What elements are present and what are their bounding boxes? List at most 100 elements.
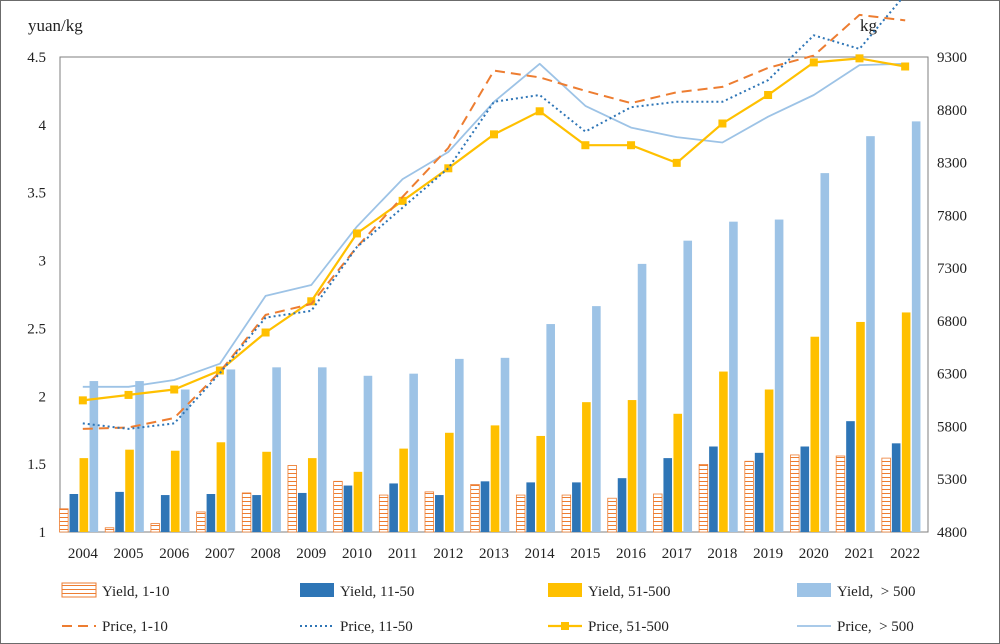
right-tick-label: 6300: [937, 367, 967, 383]
bar-1-2019: [744, 460, 754, 533]
bar-1-2007: [196, 511, 206, 533]
bar-4-2018: [729, 221, 738, 532]
bar-2-2006: [160, 495, 170, 532]
left-tick-label: 4.5: [27, 50, 46, 66]
x-tick-label: 2013: [479, 546, 509, 562]
bar-1-2010: [333, 480, 343, 533]
bar-2-2009: [297, 492, 307, 532]
bar-1-2015: [561, 494, 572, 533]
line-marker-2022: [901, 62, 910, 71]
bar-2-2012: [435, 495, 444, 532]
line-marker-2015: [581, 141, 590, 150]
bar-2-2008: [252, 495, 261, 532]
line-marker-2009: [307, 297, 316, 306]
bar-2-2015: [572, 482, 581, 532]
left-tick-label: 1: [39, 525, 47, 541]
left-tick-label: 4: [39, 118, 47, 134]
bar-series-group: [59, 121, 921, 533]
left-tick-label: 3: [39, 254, 47, 270]
bar-1-2008: [241, 492, 252, 533]
bar-1-2018: [698, 464, 709, 533]
line-marker-2013: [490, 130, 498, 139]
legend-label-bar-2: Yield, 11-50: [340, 584, 414, 600]
line-marker-2010: [352, 229, 361, 238]
bar-3-2005: [125, 449, 134, 532]
line-marker-2007: [215, 366, 224, 375]
bar-4-2014: [546, 324, 555, 532]
bar-3-2008: [262, 451, 271, 532]
left-tick-label: 2.5: [27, 321, 46, 337]
right-tick-label: 4800: [937, 525, 967, 541]
legend: Yield, 1-10 Yield, 11-50 Yield, 51-500 Yiel…: [61, 582, 915, 635]
bar-4-2006: [180, 389, 190, 532]
bar-4-2020: [820, 173, 830, 532]
x-tick-label: 2009: [296, 546, 326, 562]
x-tick-label: 2004: [68, 546, 99, 562]
bar-3-2016: [627, 400, 637, 532]
axes-group: 1 1.5 2 2.5 3 3.5 4 4.5 4800 5300 5800 6300 6800 7300…: [27, 50, 967, 562]
x-tick-label: 2022: [890, 546, 920, 562]
bar-1-2016: [607, 497, 617, 533]
bar-1-2021: [835, 455, 846, 533]
right-tick-label: 5300: [937, 472, 967, 488]
line-marker-2008: [261, 328, 270, 337]
bar-1-2006: [150, 523, 160, 533]
bar-3-2009: [307, 458, 317, 532]
bar-3-2006: [170, 450, 180, 532]
right-tick-label: 8800: [937, 103, 967, 119]
bar-4-2005: [135, 381, 144, 532]
bar-2-2017: [663, 458, 673, 532]
bar-4-2021: [866, 136, 875, 532]
line-marker-2019: [764, 91, 773, 99]
bar-4-2019: [774, 219, 784, 533]
bar-2-2005: [115, 491, 124, 532]
line-series-4: [82, 62, 906, 388]
left-tick-label: 1.5: [27, 457, 46, 473]
bar-4-2010: [363, 375, 373, 532]
bar-4-2004: [89, 381, 99, 532]
legend-swatch-bar-4: [797, 583, 831, 597]
bar-2-2010: [343, 485, 353, 532]
line-marker-2021: [855, 54, 864, 63]
legend-swatch-bar-1: [61, 582, 97, 598]
x-tick-label: 2018: [707, 546, 737, 562]
bar-4-2016: [637, 263, 647, 532]
legend-label-line-4: Price, > 500: [837, 619, 914, 635]
bar-1-2011: [378, 494, 389, 533]
bar-2-2022: [891, 443, 901, 532]
bar-4-2007: [226, 369, 236, 532]
bar-3-2020: [810, 336, 820, 532]
legend-label-line-1: Price, 1-10: [102, 619, 168, 635]
bar-1-2022: [881, 457, 891, 533]
bar-2-2011: [389, 483, 398, 532]
line-marker-2006: [170, 385, 179, 394]
bar-2-2018: [709, 446, 718, 532]
legend-label-bar-4: Yield, > 500: [837, 584, 915, 600]
right-tick-label: 9300: [937, 50, 967, 66]
bar-2-2016: [617, 478, 627, 532]
bar-3-2018: [719, 371, 728, 532]
legend-swatch-bar-3: [548, 583, 582, 597]
bar-3-2011: [399, 448, 408, 532]
x-tick-label: 2016: [616, 546, 647, 562]
legend-label-line-3: Price, 51-500: [588, 619, 669, 635]
bar-1-2017: [653, 493, 663, 533]
legend-swatch-bar-2: [300, 583, 334, 597]
bar-2-2020: [800, 446, 810, 532]
bar-3-2022: [901, 312, 911, 532]
x-tick-label: 2008: [251, 546, 281, 562]
bar-1-2020: [790, 454, 800, 533]
left-tick-label: 3.5: [27, 186, 46, 202]
bar-2-2004: [69, 494, 79, 532]
bar-3-2004: [79, 458, 89, 532]
legend-swatch-marker: [561, 622, 569, 630]
bar-1-2014: [515, 494, 526, 533]
x-tick-label: 2006: [159, 546, 190, 562]
bar-3-2015: [582, 402, 591, 532]
bar-1-2013: [470, 484, 480, 533]
bar-3-2012: [445, 432, 454, 532]
x-tick-label: 2011: [388, 546, 417, 562]
bar-4-2011: [409, 373, 418, 532]
line-marker-2005: [124, 390, 133, 399]
bar-2-2013: [480, 481, 490, 532]
